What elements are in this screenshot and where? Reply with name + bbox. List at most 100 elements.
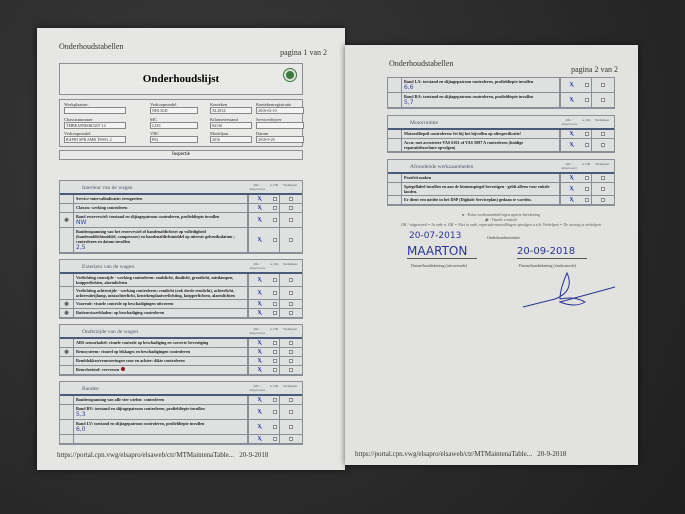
ok-checkmark-icon[interactable]: ✗	[248, 357, 270, 365]
not-ok-checkbox[interactable]	[270, 228, 280, 252]
fix-checkbox[interactable]	[280, 420, 302, 434]
checkbox[interactable]	[272, 311, 277, 315]
checkbox[interactable]	[272, 341, 277, 345]
ok-checkmark-icon[interactable]: ✗	[248, 195, 270, 203]
field-value[interactable]	[256, 122, 304, 129]
handwritten-value[interactable]: NW	[76, 219, 87, 226]
not-ok-checkbox[interactable]	[270, 420, 280, 434]
checkbox[interactable]	[601, 132, 605, 136]
fix-checkbox[interactable]	[592, 130, 614, 138]
not-ok-checkbox[interactable]	[582, 139, 592, 151]
not-ok-checkbox[interactable]	[270, 339, 280, 347]
checkbox[interactable]	[289, 437, 293, 441]
checkbox[interactable]	[601, 83, 605, 87]
checkbox[interactable]	[584, 198, 589, 202]
not-ok-checkbox[interactable]	[270, 204, 280, 212]
checkbox[interactable]	[272, 425, 277, 429]
fix-checkbox[interactable]	[592, 196, 614, 204]
checkbox[interactable]	[272, 238, 277, 242]
not-ok-checkbox[interactable]	[270, 396, 280, 404]
not-ok-checkbox[interactable]	[270, 300, 280, 308]
fix-checkbox[interactable]	[280, 366, 302, 374]
not-ok-checkbox[interactable]	[270, 195, 280, 203]
fix-checkbox[interactable]	[592, 93, 614, 107]
fix-checkbox[interactable]	[280, 309, 302, 317]
field-value[interactable]: P02	[150, 136, 198, 143]
not-ok-checkbox[interactable]	[270, 309, 280, 317]
ok-checkmark-icon[interactable]: ✗	[248, 339, 270, 347]
fix-checkbox[interactable]	[280, 287, 302, 299]
checkbox[interactable]	[289, 302, 293, 306]
checkbox[interactable]	[289, 206, 293, 210]
fix-checkbox[interactable]	[280, 339, 302, 347]
ok-checkmark-icon[interactable]: ✗	[248, 274, 270, 286]
field-value[interactable]: 2016-02-10	[256, 107, 304, 114]
ok-checkmark-icon[interactable]: ✗	[248, 213, 270, 227]
handwritten-value[interactable]: 6,6	[404, 84, 414, 91]
checkbox[interactable]	[272, 350, 277, 354]
fix-checkbox[interactable]	[280, 396, 302, 404]
ok-checkmark-icon[interactable]: ✗	[248, 228, 270, 252]
ok-checkmark-icon[interactable]: ✗	[248, 204, 270, 212]
field-value[interactable]: 2018-9-20	[256, 136, 304, 143]
fix-checkbox[interactable]	[280, 228, 302, 252]
fix-checkbox[interactable]	[280, 300, 302, 308]
field-value[interactable]: NH13GD	[150, 107, 198, 114]
field-value[interactable]: TMBEA9NH4K5207 14	[64, 122, 126, 129]
checkbox[interactable]	[272, 197, 277, 201]
checkbox[interactable]	[601, 176, 605, 180]
fix-checkbox[interactable]	[280, 274, 302, 286]
fix-checkbox[interactable]	[280, 435, 302, 443]
checkbox[interactable]	[272, 410, 277, 414]
checkbox[interactable]	[584, 83, 589, 87]
checkbox[interactable]	[289, 359, 293, 363]
fix-checkbox[interactable]	[592, 183, 614, 195]
ok-checkmark-icon[interactable]: ✗	[560, 196, 582, 204]
field-value[interactable]: RAPID SPB AMB TS99/1.2	[64, 136, 126, 143]
checkbox[interactable]	[584, 98, 589, 102]
field-value[interactable]: 84136	[210, 122, 252, 129]
ok-checkmark-icon[interactable]: ✗	[248, 300, 270, 308]
checkbox[interactable]	[584, 187, 589, 191]
checkbox[interactable]	[272, 398, 277, 402]
not-ok-checkbox[interactable]	[582, 130, 592, 138]
checkbox[interactable]	[272, 302, 277, 306]
ok-checkmark-icon[interactable]: ✗	[248, 435, 270, 443]
not-ok-checkbox[interactable]	[270, 357, 280, 365]
checkbox[interactable]	[272, 218, 277, 222]
not-ok-checkbox[interactable]	[270, 213, 280, 227]
not-ok-checkbox[interactable]	[270, 287, 280, 299]
field-value[interactable]: CJZC	[150, 122, 198, 129]
fix-checkbox[interactable]	[280, 357, 302, 365]
ok-checkmark-icon[interactable]: ✗	[248, 366, 270, 374]
ok-checkmark-icon[interactable]: ✗	[560, 130, 582, 138]
checkbox[interactable]	[584, 143, 589, 147]
checkbox[interactable]	[289, 311, 293, 315]
checkbox[interactable]	[601, 187, 605, 191]
checkbox[interactable]	[601, 143, 605, 147]
checkbox[interactable]	[584, 132, 589, 136]
not-ok-checkbox[interactable]	[582, 174, 592, 182]
checkbox[interactable]	[289, 197, 293, 201]
ok-checkmark-icon[interactable]: ✗	[560, 93, 582, 107]
handwritten-value[interactable]: 6,0	[76, 426, 86, 433]
not-ok-checkbox[interactable]	[270, 348, 280, 356]
fix-checkbox[interactable]	[280, 195, 302, 203]
checkbox[interactable]	[289, 278, 293, 282]
checkbox[interactable]	[272, 368, 277, 372]
not-ok-checkbox[interactable]	[582, 93, 592, 107]
ok-checkmark-icon[interactable]: ✗	[560, 78, 582, 92]
checkbox[interactable]	[272, 291, 277, 295]
field-value[interactable]: XL281Z	[210, 107, 252, 114]
ok-checkmark-icon[interactable]: ✗	[248, 420, 270, 434]
checkbox[interactable]	[584, 176, 589, 180]
ok-checkmark-icon[interactable]: ✗	[560, 139, 582, 151]
handwritten-value[interactable]: 2,5	[76, 244, 86, 251]
ok-checkmark-icon[interactable]: ✗	[248, 287, 270, 299]
not-ok-checkbox[interactable]	[582, 78, 592, 92]
checkbox[interactable]	[601, 198, 605, 202]
checkbox[interactable]	[289, 341, 293, 345]
not-ok-checkbox[interactable]	[582, 196, 592, 204]
checkbox[interactable]	[272, 206, 277, 210]
not-ok-checkbox[interactable]	[270, 435, 280, 443]
